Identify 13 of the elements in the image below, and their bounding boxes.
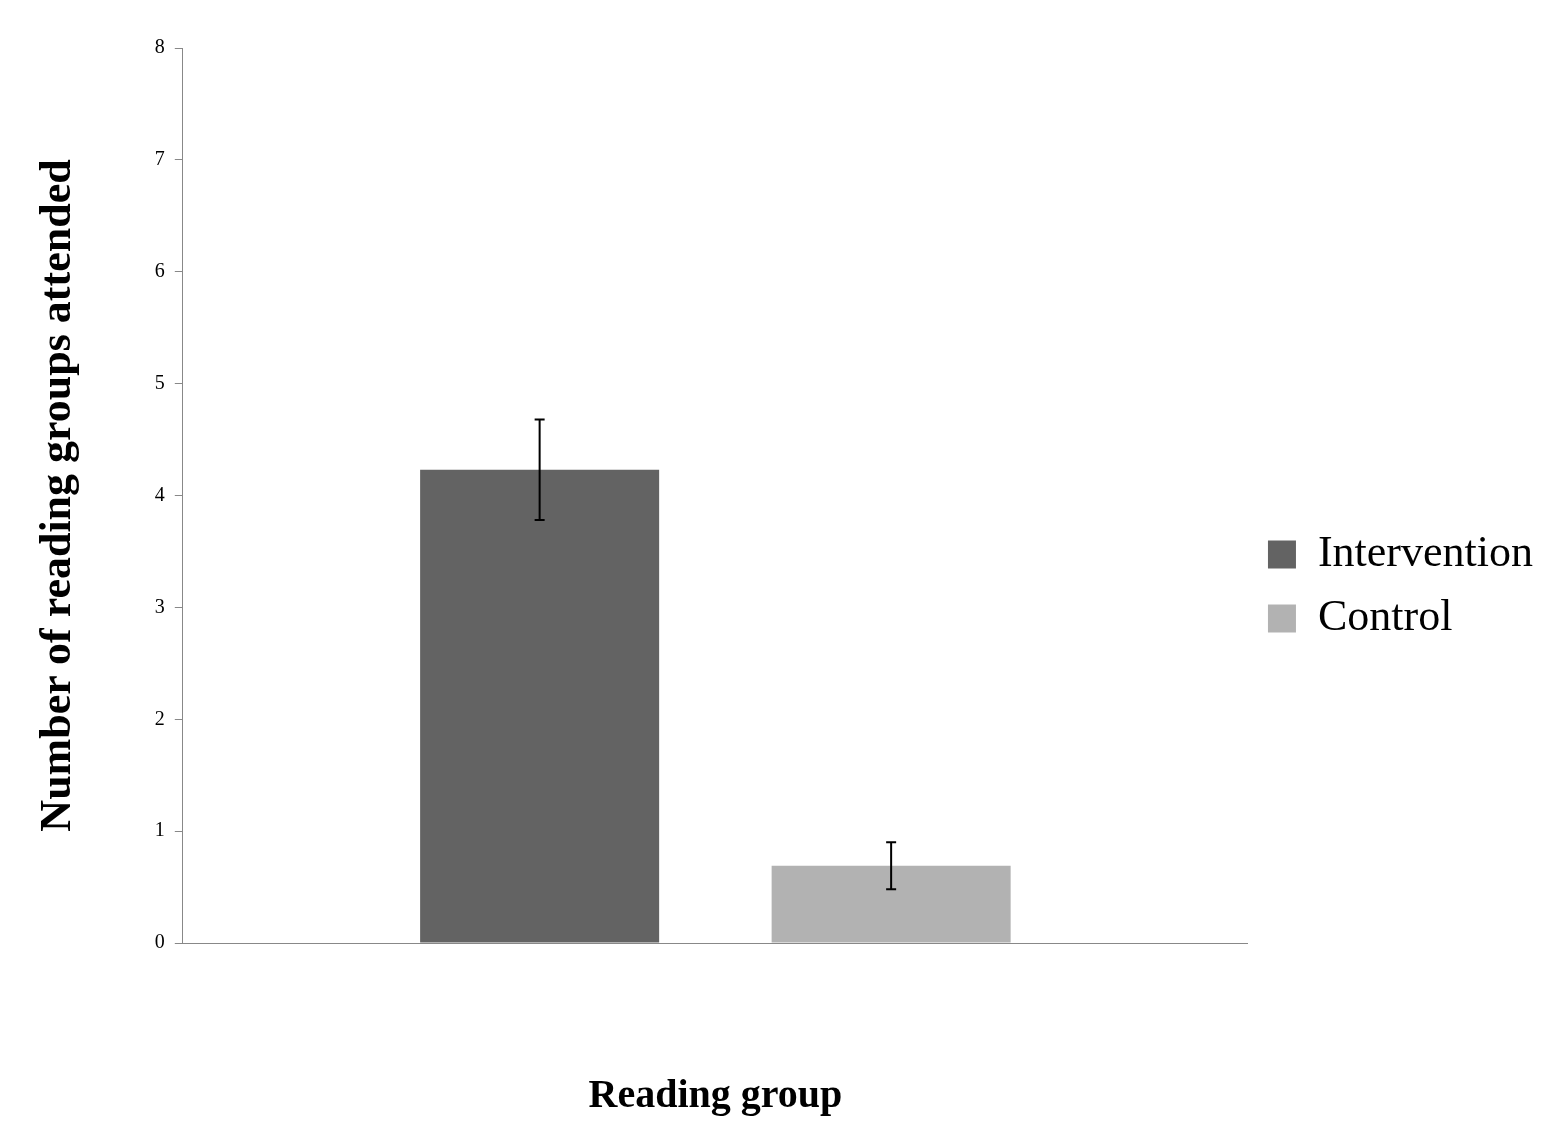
x-axis-title: Reading group — [588, 1071, 843, 1117]
y-tick-label: 6 — [154, 259, 165, 281]
y-tick-label: 1 — [154, 818, 165, 841]
legend-label: Control — [1317, 591, 1453, 641]
legend-label: Intervention — [1317, 527, 1534, 577]
y-axis-title: Number of reading groups attended — [30, 159, 80, 832]
y-tick-label: 3 — [154, 594, 165, 617]
y-tick-label: 5 — [154, 370, 165, 393]
y-tick-label: 7 — [154, 147, 165, 170]
y-tick-label: 4 — [154, 482, 165, 505]
y-tick-label: 2 — [154, 706, 165, 729]
y-tick-label: 8 — [154, 35, 165, 58]
y-tick-label: 0 — [154, 930, 165, 953]
